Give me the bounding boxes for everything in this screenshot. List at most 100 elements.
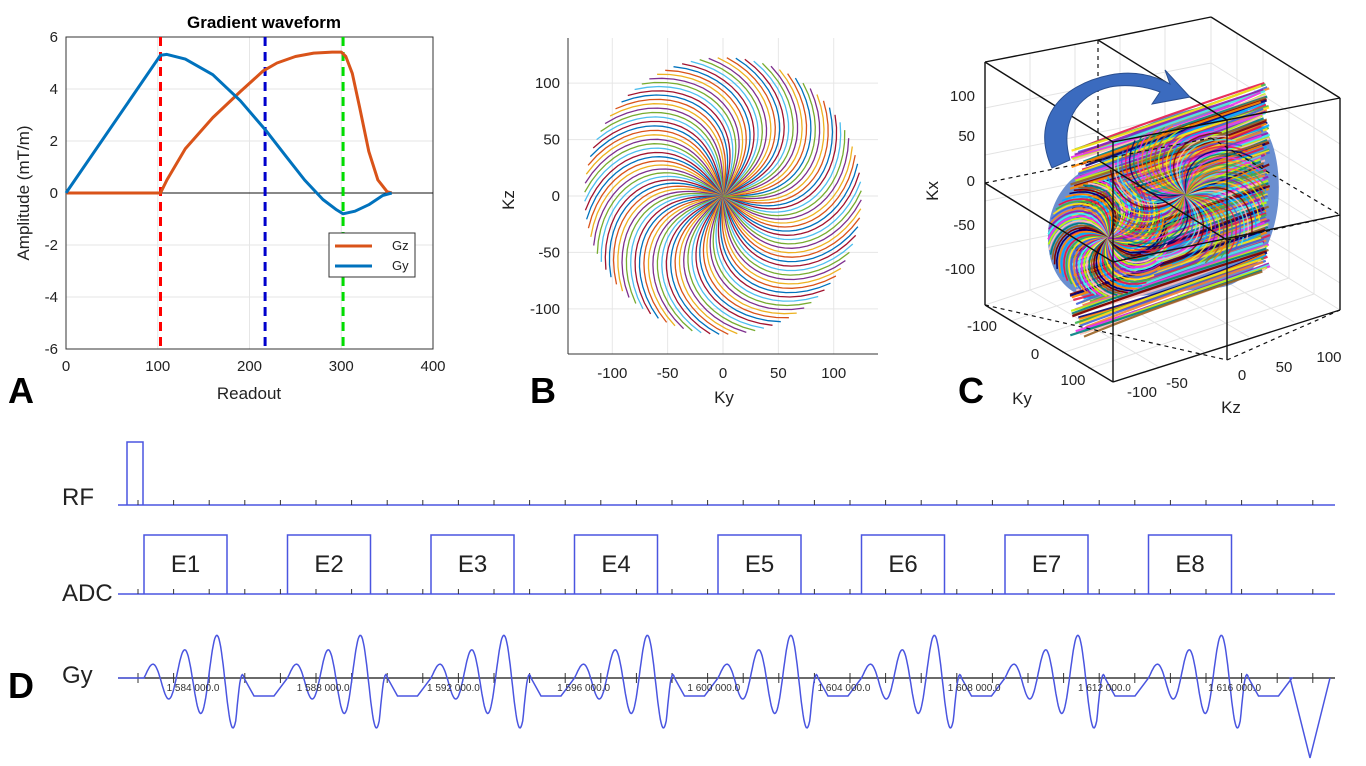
face-spoke: [1051, 224, 1109, 260]
panel-a-gradient-chart: 0 100 200 300 400 6 4 2 0 -2 -4 -6 Gradient wavefor…: [8, 13, 446, 411]
face-spoke: [1107, 221, 1167, 254]
face-spoke: [1132, 135, 1185, 196]
cylinder-strand: [1073, 119, 1267, 188]
face-spoke: [1107, 198, 1156, 244]
face-spoke: [1117, 195, 1186, 241]
face-spoke: [1184, 156, 1261, 196]
trajectory-spoke: [722, 62, 794, 197]
face-spoke: [1171, 194, 1209, 265]
trajectory-spoke: [699, 195, 781, 323]
face-spoke: [1183, 145, 1248, 196]
panel-a-title: Gradient waveform: [187, 13, 341, 32]
series-gy-line: [64, 52, 393, 216]
trajectory-spoke: [722, 163, 859, 232]
panel-c-ytick-label: 0: [1031, 346, 1039, 363]
panel-a-ytick-label: -2: [45, 237, 58, 254]
trajectory-spoke: [592, 120, 724, 197]
face-spoke: [1169, 129, 1215, 196]
face-spoke: [1184, 194, 1225, 264]
panel-d-sequence-diagram: RF ADC Gy E1 E2 E3 E4 E5 E6 E7 E8 1 584 000.0 1 …: [8, 441, 1335, 759]
face-spoke: [1184, 152, 1257, 196]
panel-c-ytick-label: 100: [1060, 372, 1085, 389]
echo-label: E6: [888, 551, 917, 578]
face-spoke: [1134, 194, 1192, 252]
face-spoke: [1185, 194, 1238, 255]
face-spoke: [1113, 162, 1186, 206]
face-spoke: [1184, 174, 1265, 207]
trajectory-spoke: [587, 129, 724, 197]
trajectory-spoke: [721, 195, 837, 289]
panel-b-xtick-label: -100: [597, 365, 627, 382]
panel-b-kspace-chart: -100 -50 0 50 100 100 50 0 -50 -100 Ky Kz B: [499, 38, 878, 411]
trajectory-spoke: [584, 147, 724, 202]
face-spoke: [1161, 125, 1199, 196]
panel-c-dashed-edges: [984, 40, 1341, 361]
panel-b-xtick-label: 100: [821, 365, 846, 382]
face-spoke: [1088, 237, 1118, 297]
face-spoke: [1080, 237, 1109, 297]
cylinder-strand: [1075, 238, 1265, 306]
face-spoke: [1145, 126, 1186, 196]
panel-c-ztick-label: 100: [950, 88, 975, 105]
panel-c-xtick-label: -100: [1127, 384, 1157, 401]
face-spoke: [1103, 179, 1131, 239]
face-spoke: [1103, 237, 1151, 283]
cylinder-strand: [1070, 118, 1268, 186]
series-gz-line: [66, 50, 393, 195]
adc-window: [573, 534, 659, 594]
trajectory-spoke: [722, 65, 799, 197]
legend-gz-label: Gz: [392, 238, 409, 253]
face-spoke: [1107, 179, 1136, 239]
panel-c-3d-kspace: 100 50 0 -50 -100 -100 0 100 -100 -50 0 50 100 Kx Ky…: [923, 16, 1342, 417]
face-spoke: [1137, 132, 1186, 196]
trajectory-spoke: [722, 122, 842, 213]
face-spoke: [1052, 202, 1109, 239]
rotation-arrow-icon: [1044, 69, 1191, 169]
time-label: 1 604 000.0: [818, 683, 871, 694]
adc-window: [717, 534, 802, 594]
panel-b-xtick-label: 50: [770, 365, 787, 382]
trajectory-spoke: [722, 114, 838, 210]
face-spoke: [1072, 237, 1109, 293]
face-spoke: [1049, 222, 1109, 255]
panel-b-xtick-label: -50: [657, 365, 679, 382]
cylinder-strand: [1083, 95, 1268, 163]
face-spoke: [1178, 138, 1236, 196]
trajectory-spoke: [621, 190, 724, 298]
panel-c-ztick-label: 0: [967, 173, 975, 190]
trajectory-spoke: [722, 195, 859, 263]
cylinder-strand: [1074, 88, 1264, 156]
face-spoke: [1088, 182, 1123, 239]
face-spoke: [1184, 163, 1265, 196]
trajectory-spoke: [702, 195, 789, 319]
trajectory-spoke: [665, 69, 747, 197]
panel-c-xtick-label: 0: [1238, 367, 1246, 384]
trajectory-spoke: [722, 82, 816, 198]
trajectory-spoke: [722, 58, 785, 197]
face-spoke: [1141, 129, 1186, 196]
face-spoke: [1122, 194, 1187, 245]
adc-window: [430, 534, 515, 594]
panel-c-ztick-label: -100: [945, 261, 975, 278]
trajectory-spoke: [604, 179, 724, 270]
trajectory-spoke: [722, 146, 853, 224]
adc-window: [1004, 534, 1089, 594]
trajectory-spoke: [627, 90, 731, 197]
echo-label: E8: [1175, 551, 1204, 578]
face-spoke: [1120, 150, 1186, 201]
face-spoke: [1109, 169, 1186, 209]
trajectory-spoke: [596, 116, 724, 197]
face-spoke: [1184, 184, 1257, 228]
cylinder-strand: [1078, 258, 1262, 326]
trajectory-spoke: [590, 164, 724, 238]
trajectory-spoke: [634, 85, 734, 197]
face-spoke: [1184, 177, 1263, 214]
trajectory-spoke: [587, 160, 724, 229]
face-spoke: [1097, 237, 1138, 290]
trajectory-spoke: [585, 156, 724, 220]
face-spoke: [1157, 124, 1190, 196]
adc-window: [860, 534, 946, 594]
time-label: 1 584 000.0: [167, 683, 220, 694]
face-spoke: [1107, 194, 1186, 230]
echo-label: E3: [458, 551, 487, 578]
